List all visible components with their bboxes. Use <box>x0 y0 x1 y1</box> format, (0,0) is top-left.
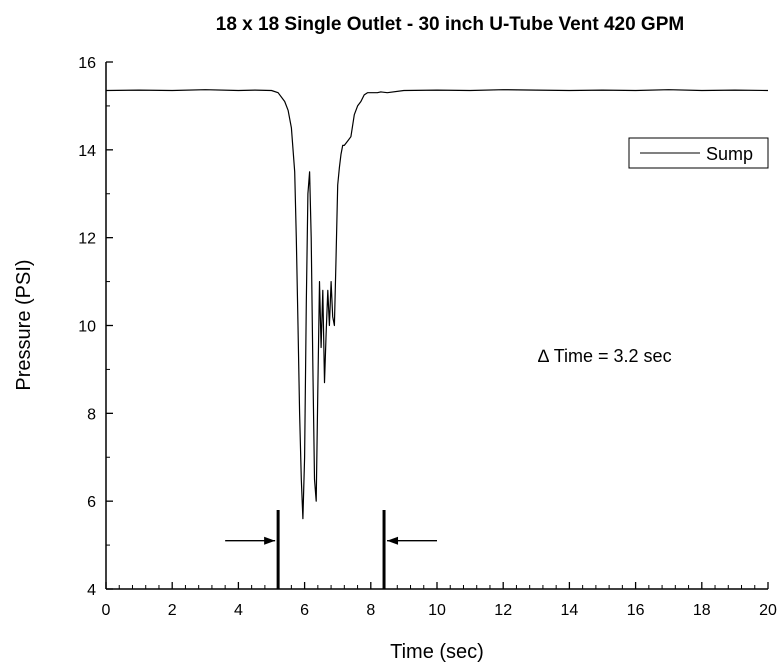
delta-time-annotation: ∆ Time = 3.2 sec <box>538 346 672 366</box>
markers-group <box>225 509 437 589</box>
x-axis-label: Time (sec) <box>390 641 484 663</box>
x-tick-label: 16 <box>627 602 645 619</box>
chart-title: 18 x 18 Single Outlet - 30 inch U-Tube V… <box>216 14 684 35</box>
x-tick-label: 10 <box>428 602 446 619</box>
x-tick-label: 8 <box>366 602 375 619</box>
y-tick-label: 14 <box>78 143 96 160</box>
y-tick-label: 4 <box>87 582 96 599</box>
series-line-sump <box>105 89 769 520</box>
series-group <box>105 89 769 520</box>
legend-label-sump: Sump <box>706 144 753 164</box>
y-tick-label: 16 <box>78 55 96 72</box>
x-tick-label: 2 <box>168 602 177 619</box>
y-tick-label: 10 <box>78 319 96 336</box>
time-marker-arrow-head <box>264 536 276 545</box>
legend: Sump <box>628 137 769 169</box>
y-tick-label: 8 <box>87 406 96 423</box>
ticks: 0 2 4 6 8 10 12 14 16 18 20 4 6 8 10 12 14 16 <box>78 55 777 619</box>
x-tick-label: 4 <box>234 602 243 619</box>
y-axis-label: Pressure (PSI) <box>13 259 35 390</box>
x-tick-label: 12 <box>494 602 512 619</box>
x-tick-label: 14 <box>561 602 579 619</box>
x-tick-label: 6 <box>300 602 309 619</box>
time-marker-arrow-head <box>387 536 399 545</box>
x-tick-label: 20 <box>759 602 777 619</box>
y-tick-label: 6 <box>87 494 96 511</box>
y-tick-label: 12 <box>78 231 96 248</box>
x-tick-label: 0 <box>102 602 111 619</box>
x-tick-label: 18 <box>693 602 711 619</box>
